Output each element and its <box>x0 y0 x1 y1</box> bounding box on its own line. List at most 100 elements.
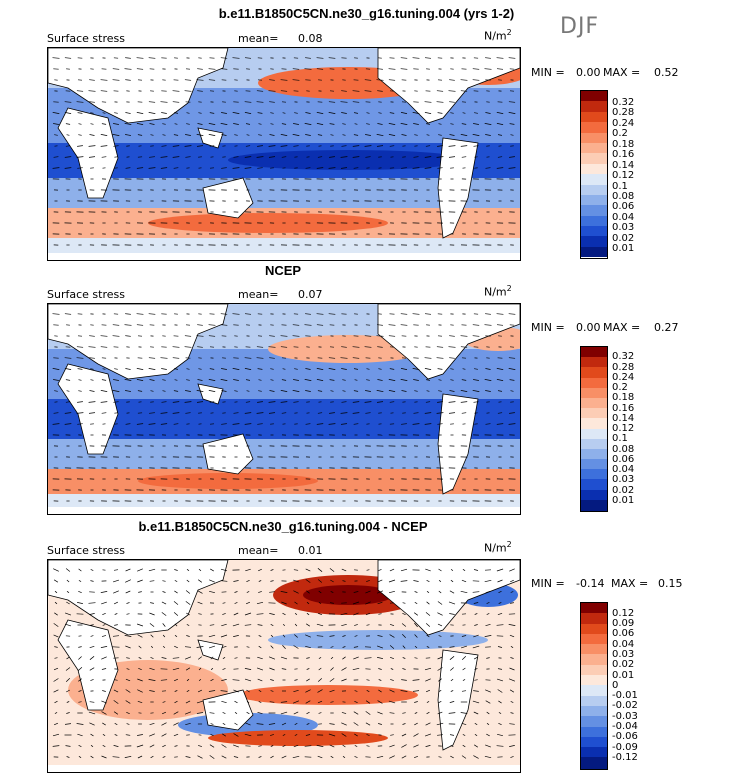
stress-vector <box>474 744 478 748</box>
stress-vector <box>53 678 59 682</box>
stress-vector <box>496 379 504 381</box>
stress-vector <box>389 590 395 594</box>
stress-vector <box>90 624 94 626</box>
stress-vector <box>150 657 154 659</box>
stress-vector <box>268 90 276 92</box>
variable-label: Surface stress <box>47 288 125 301</box>
stress-vector <box>378 679 382 681</box>
stress-vector <box>436 346 444 348</box>
stress-vector <box>208 379 216 381</box>
stress-vector <box>366 368 370 370</box>
stress-vector <box>388 79 396 81</box>
stress-vector <box>294 368 298 370</box>
stress-vector <box>293 689 299 693</box>
stress-vector <box>66 656 70 660</box>
stress-vector <box>425 745 431 747</box>
stress-vector <box>258 635 262 637</box>
stress-vector <box>353 112 359 114</box>
stress-vector <box>198 678 202 682</box>
units-label: N/m2 <box>484 284 512 299</box>
stress-vector <box>328 112 336 114</box>
stress-vector <box>305 57 311 59</box>
stress-vector <box>378 112 382 114</box>
stress-vector <box>449 656 455 660</box>
stress-vector <box>125 112 131 114</box>
stress-vector <box>126 711 130 715</box>
stress-vector <box>365 390 371 392</box>
stress-vector <box>196 134 204 136</box>
stress-vector <box>90 733 94 737</box>
stress-vector <box>149 722 155 726</box>
stress-vector <box>269 591 275 593</box>
stress-vector <box>450 667 454 671</box>
stress-vector <box>208 79 216 81</box>
stress-vector <box>66 712 70 714</box>
stress-vector <box>174 700 178 704</box>
stress-vector <box>353 134 359 136</box>
stress-vector <box>234 700 238 704</box>
stress-vector <box>222 733 226 737</box>
stress-vector <box>125 57 131 59</box>
stress-vector <box>90 368 94 370</box>
stress-vector <box>172 90 180 92</box>
stress-vector <box>100 390 108 392</box>
stress-vector <box>172 657 180 659</box>
stress-vector <box>160 423 168 425</box>
stress-vector <box>148 57 156 59</box>
stress-vector <box>173 112 179 114</box>
stress-vector <box>233 756 239 758</box>
stress-vector <box>366 123 370 125</box>
stress-vector <box>53 379 59 381</box>
stress-vector <box>293 711 299 715</box>
stress-vector <box>148 101 156 103</box>
stress-vector <box>78 123 82 125</box>
stress-vector <box>137 700 143 704</box>
stress-vector <box>174 690 178 692</box>
stress-vector <box>424 112 432 114</box>
stress-vector <box>485 368 491 370</box>
stress-vector <box>424 313 432 315</box>
stress-vector <box>210 656 214 660</box>
stress-vector <box>64 112 72 114</box>
stress-vector <box>474 734 478 736</box>
stress-vector <box>448 145 456 147</box>
stress-vector <box>90 123 94 125</box>
stress-vector <box>172 357 180 359</box>
stress-vector <box>292 324 300 326</box>
stress-vector <box>64 101 72 103</box>
stress-vector <box>330 591 334 593</box>
stress-vector <box>221 112 227 114</box>
stress-vector <box>136 57 144 59</box>
min-value: -0.14 <box>576 577 605 590</box>
stress-vector <box>125 568 131 572</box>
stress-vector <box>377 700 383 704</box>
stress-vector <box>484 755 492 759</box>
stress-vector <box>245 722 251 726</box>
stress-vector <box>269 390 275 392</box>
stress-vector <box>196 712 204 714</box>
stress-vector <box>66 390 70 392</box>
stress-vector <box>509 667 515 671</box>
stress-vector <box>461 123 467 125</box>
stress-vector <box>486 657 490 659</box>
stress-vector <box>281 412 287 414</box>
stress-vector <box>52 733 60 737</box>
stress-vector <box>197 755 203 759</box>
stress-vector <box>461 579 467 583</box>
stress-vector <box>425 123 431 125</box>
stress-vector <box>317 700 323 704</box>
stress-vector <box>437 656 443 660</box>
stress-vector <box>378 689 382 693</box>
stress-vector <box>220 690 228 692</box>
stress-vector <box>329 412 335 414</box>
stress-vector <box>426 390 430 392</box>
stress-vector <box>484 123 492 125</box>
stress-vector <box>100 346 108 348</box>
stress-vector <box>509 723 515 725</box>
stress-vector <box>412 57 420 59</box>
stress-vector <box>354 123 358 125</box>
stress-vector <box>89 656 95 660</box>
stress-vector <box>246 711 250 715</box>
stress-vector <box>425 145 431 147</box>
stress-vector <box>282 612 286 616</box>
